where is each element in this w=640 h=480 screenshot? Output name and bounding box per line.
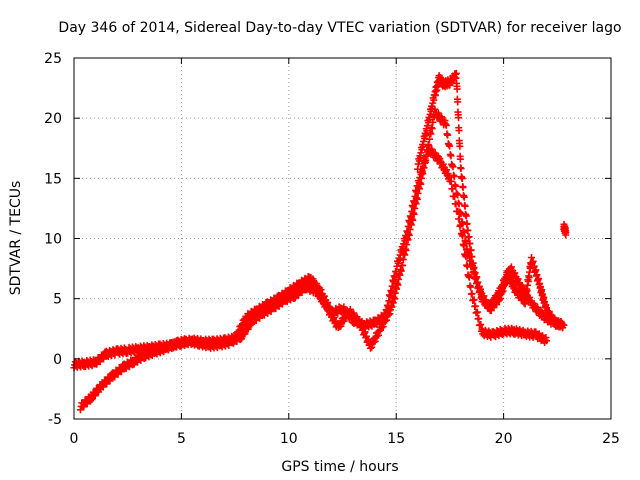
y-tick-label: 5 [53,292,62,308]
y-tick-label: 25 [44,51,62,67]
x-tick-label: 15 [387,431,405,447]
series-3-markers [560,220,570,239]
y-axis-label: SDTVAR / TECUs [8,181,24,296]
series-3 [560,220,570,239]
series-2-markers [414,69,568,332]
y-tick-label: 10 [44,232,62,248]
series-1-markers [76,105,568,414]
x-tick-label: 10 [280,431,298,447]
x-tick-label: 20 [495,431,513,447]
series-2 [414,69,568,332]
x-axis-label: GPS time / hours [281,459,398,475]
grid [74,58,611,419]
x-tick-label: 5 [177,431,186,447]
chart-title: Day 346 of 2014, Sidereal Day-to-day VTE… [58,20,621,36]
series-1 [76,105,568,414]
y-tick-label: 20 [44,111,62,127]
x-tick-label: 0 [70,431,79,447]
x-tick-label: 25 [602,431,620,447]
y-tick-label: -5 [48,412,62,428]
y-tick-label: 0 [53,352,62,368]
axis-ticks: 0 5 10 15 20 25 -5 0 5 10 15 20 25 [44,51,620,447]
y-tick-label: 15 [44,171,62,187]
data-marks [70,69,570,414]
